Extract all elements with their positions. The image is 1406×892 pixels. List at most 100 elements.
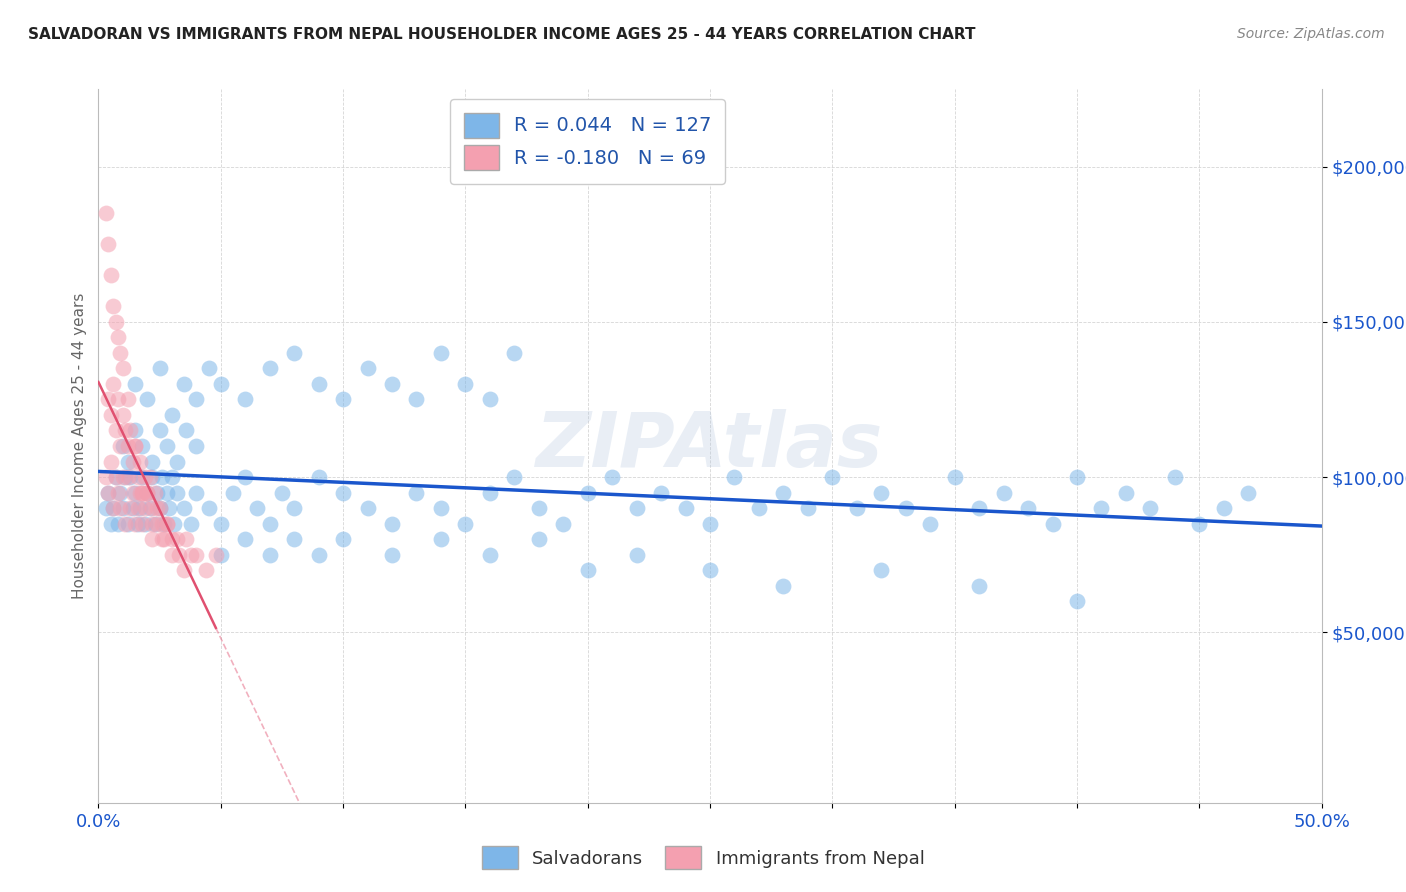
- Point: [381, 548, 404, 562]
- Point: [195, 563, 218, 577]
- Point: [405, 392, 427, 407]
- Point: [180, 548, 202, 562]
- Point: [143, 516, 166, 531]
- Point: [107, 516, 129, 531]
- Point: [111, 408, 134, 422]
- Point: [107, 392, 129, 407]
- Point: [772, 485, 794, 500]
- Point: [111, 361, 134, 376]
- Point: [97, 485, 120, 500]
- Point: [993, 485, 1015, 500]
- Point: [111, 470, 134, 484]
- Point: [110, 485, 132, 500]
- Point: [943, 470, 966, 484]
- Point: [94, 501, 117, 516]
- Text: SALVADORAN VS IMMIGRANTS FROM NEPAL HOUSEHOLDER INCOME AGES 25 - 44 YEARS CORREL: SALVADORAN VS IMMIGRANTS FROM NEPAL HOUS…: [28, 27, 976, 42]
- Point: [821, 470, 844, 484]
- Point: [117, 454, 139, 468]
- Point: [173, 563, 195, 577]
- Point: [197, 361, 219, 376]
- Point: [117, 439, 139, 453]
- Point: [124, 376, 146, 391]
- Point: [129, 454, 152, 468]
- Point: [381, 376, 404, 391]
- Point: [332, 485, 354, 500]
- Text: ZIPAtlas: ZIPAtlas: [536, 409, 884, 483]
- Point: [478, 392, 501, 407]
- Point: [699, 563, 721, 577]
- Point: [141, 454, 163, 468]
- Point: [233, 470, 256, 484]
- Point: [626, 501, 648, 516]
- Point: [124, 439, 146, 453]
- Point: [107, 485, 129, 500]
- Legend: R = 0.044   N = 127, R = -0.180   N = 69: R = 0.044 N = 127, R = -0.180 N = 69: [450, 99, 725, 184]
- Point: [308, 470, 330, 484]
- Point: [1090, 501, 1112, 516]
- Point: [845, 501, 868, 516]
- Point: [107, 330, 129, 344]
- Point: [114, 424, 136, 438]
- Point: [576, 485, 599, 500]
- Point: [153, 532, 176, 546]
- Point: [127, 516, 149, 531]
- Point: [94, 206, 117, 220]
- Point: [626, 548, 648, 562]
- Point: [233, 532, 256, 546]
- Point: [259, 361, 281, 376]
- Point: [120, 501, 142, 516]
- Point: [141, 516, 163, 531]
- Point: [1042, 516, 1064, 531]
- Point: [160, 532, 183, 546]
- Point: [139, 470, 162, 484]
- Point: [246, 501, 269, 516]
- Point: [117, 470, 139, 484]
- Point: [1139, 501, 1161, 516]
- Point: [1164, 470, 1187, 484]
- Point: [967, 501, 990, 516]
- Point: [121, 485, 143, 500]
- Point: [150, 470, 173, 484]
- Point: [748, 501, 770, 516]
- Point: [110, 346, 132, 360]
- Point: [1212, 501, 1234, 516]
- Point: [553, 516, 575, 531]
- Point: [233, 392, 256, 407]
- Point: [149, 424, 172, 438]
- Point: [209, 516, 232, 531]
- Point: [101, 501, 124, 516]
- Point: [131, 485, 153, 500]
- Point: [153, 516, 176, 531]
- Point: [173, 501, 195, 516]
- Point: [430, 501, 453, 516]
- Point: [124, 424, 146, 438]
- Point: [157, 501, 180, 516]
- Point: [186, 439, 208, 453]
- Point: [149, 361, 172, 376]
- Point: [405, 485, 427, 500]
- Point: [110, 501, 132, 516]
- Point: [1115, 485, 1137, 500]
- Point: [114, 470, 136, 484]
- Point: [163, 516, 186, 531]
- Point: [97, 237, 120, 252]
- Point: [134, 501, 156, 516]
- Point: [156, 516, 179, 531]
- Point: [117, 392, 139, 407]
- Point: [259, 516, 281, 531]
- Point: [97, 485, 120, 500]
- Point: [97, 392, 120, 407]
- Point: [100, 268, 122, 283]
- Point: [124, 516, 146, 531]
- Point: [101, 501, 124, 516]
- Point: [180, 516, 202, 531]
- Point: [139, 501, 162, 516]
- Point: [110, 439, 132, 453]
- Point: [186, 392, 208, 407]
- Point: [150, 532, 173, 546]
- Point: [723, 470, 745, 484]
- Point: [129, 501, 152, 516]
- Point: [146, 485, 169, 500]
- Point: [283, 532, 305, 546]
- Point: [270, 485, 294, 500]
